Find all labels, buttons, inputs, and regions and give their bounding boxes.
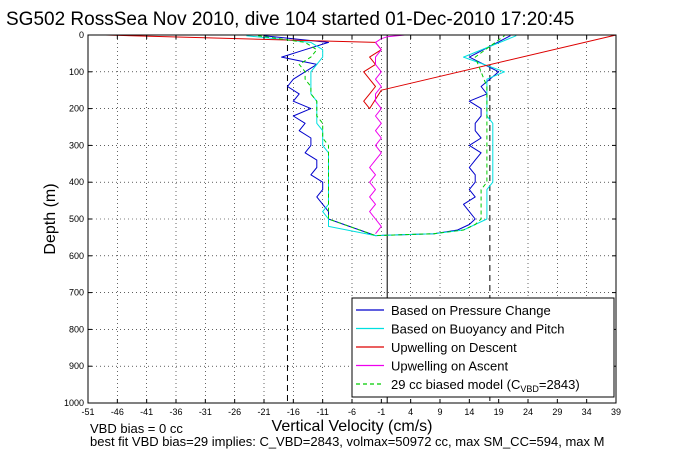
legend-box	[351, 297, 615, 398]
legend-label: Upwelling on Ascent	[391, 359, 508, 374]
y-tick-label: 800	[69, 324, 84, 334]
x-tick-label: -46	[111, 407, 124, 417]
x-tick-label: 34	[582, 407, 592, 417]
y-tick-label: 900	[69, 361, 84, 371]
legend-label: Based on Pressure Change	[391, 303, 551, 318]
y-tick-label: 500	[69, 214, 84, 224]
series-line-4	[369, 34, 405, 235]
legend-label: Upwelling on Descent	[391, 340, 517, 355]
x-tick-label: -21	[257, 407, 270, 417]
annotation-vbd-bias: VBD bias = 0 cc	[90, 421, 183, 436]
x-tick-label: -6	[348, 407, 356, 417]
legend: Based on Pressure Change Based on Buoyanc…	[351, 297, 615, 398]
y-ticks: 0 100 200 300 400 500 600 700 800 900 1000	[64, 30, 616, 408]
x-tick-label: -1	[377, 407, 385, 417]
x-tick-label: -41	[140, 407, 153, 417]
x-tick-label: -11	[316, 407, 328, 417]
annotation-best-fit: best fit VBD bias=29 implies: C_VBD=2843…	[90, 434, 604, 449]
y-tick-label: 700	[69, 288, 84, 298]
x-ticks: -51 -46 -41 -36 -31 -26 -21 -16 -11 -6 -1 4 9 14 19 24 2…	[81, 35, 621, 417]
y-tick-label: 200	[69, 104, 84, 114]
x-axis-label: Vertical Velocity (cm/s)	[272, 418, 433, 435]
y-tick-label: 600	[69, 251, 84, 261]
y-tick-label: 300	[69, 140, 84, 150]
y-axis-label: Depth (m)	[42, 183, 59, 254]
x-tick-label: 9	[437, 407, 442, 417]
y-tick-label: 0	[79, 30, 84, 40]
x-tick-label: 4	[408, 407, 413, 417]
x-tick-label: 19	[494, 407, 504, 417]
x-tick-label: -26	[228, 407, 241, 417]
x-tick-label: 29	[552, 407, 562, 417]
y-tick-label: 1000	[64, 398, 84, 408]
x-tick-label: -51	[81, 407, 94, 417]
series-group	[105, 34, 617, 237]
x-tick-label: -16	[287, 407, 300, 417]
x-tick-label: 39	[611, 407, 621, 417]
series-line-2	[246, 35, 517, 237]
x-tick-label: 14	[464, 407, 474, 417]
x-tick-label: -36	[169, 407, 182, 417]
y-tick-label: 400	[69, 177, 84, 187]
legend-label: Based on Buoyancy and Pitch	[391, 322, 564, 337]
y-tick-label: 100	[69, 67, 84, 77]
x-tick-label: -31	[199, 407, 212, 417]
series-line-5	[258, 35, 505, 237]
x-tick-label: 24	[523, 407, 533, 417]
legend-label: 29 cc biased model (CVBD=2843)	[391, 377, 580, 394]
chart-title: SG502 RossSea Nov 2010, dive 104 started…	[6, 9, 574, 30]
